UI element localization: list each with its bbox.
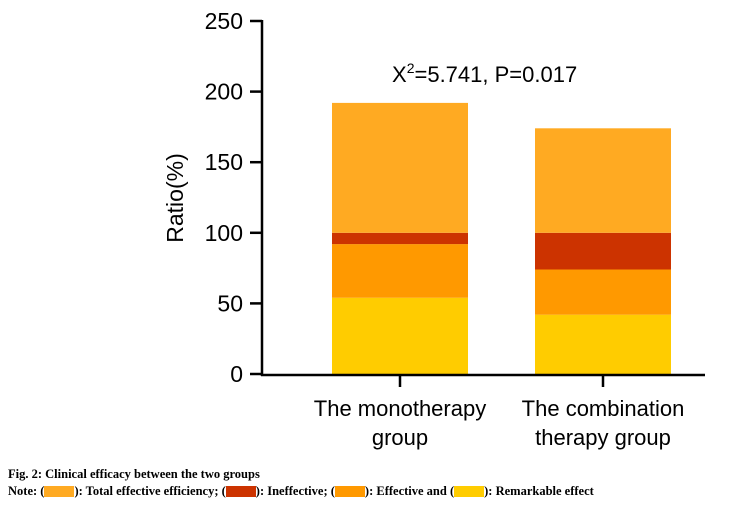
- figure-caption-title: Fig. 2: Clinical efficacy between the tw…: [8, 467, 260, 481]
- y-tick-label-150: 150: [205, 149, 243, 175]
- legend-swatch-total: [44, 486, 75, 497]
- bar-effective-group-2: [535, 269, 671, 315]
- bar-total-effective-efficiency-group-1: [332, 102, 468, 233]
- annotation-prefix: X: [392, 62, 407, 87]
- legend-label-ineffective: ): Ineffective; (: [255, 484, 335, 498]
- bar-remarkable-effect-group-2: [535, 314, 671, 374]
- bar-remarkable-effect-group-1: [332, 297, 468, 374]
- y-tick-label-0: 0: [230, 361, 243, 387]
- legend-label-effective: ): Effective and (: [364, 484, 455, 498]
- x-tick-label-2-line-2: therapy group: [535, 425, 671, 450]
- y-ticks: 0 50 100 150 200 250: [205, 8, 262, 387]
- annotation-superscript: 2: [407, 60, 415, 76]
- legend-label-remarkable: ): Remarkable effect: [484, 484, 594, 498]
- y-tick-label-50: 50: [217, 290, 243, 316]
- axes-layer: [260, 20, 705, 377]
- bar-total-effective-efficiency-group-2: [535, 128, 671, 233]
- bar-effective-group-1: [332, 244, 468, 298]
- bar-ineffective-group-1: [332, 232, 468, 245]
- chi-square-annotation: X2=5.741, P=0.017: [392, 60, 577, 87]
- figure-caption-note: Note: ( ): Total effective efficiency; (…: [8, 484, 594, 499]
- y-axis-label: Ratio(%): [162, 153, 188, 242]
- y-tick-label-200: 200: [205, 79, 243, 105]
- x-tick-label-1-line-2: group: [372, 425, 428, 450]
- x-tick-label-2-line-1: The combination: [522, 396, 685, 421]
- legend-label-total: ): Total effective efficiency; (: [74, 484, 226, 498]
- y-tick-label-100: 100: [205, 220, 243, 246]
- bars-layer: [332, 102, 671, 374]
- note-prefix: Note: (: [8, 484, 45, 498]
- y-tick-label-250: 250: [205, 8, 243, 34]
- legend-swatch-remarkable: [454, 486, 485, 497]
- annotation-text: =5.741, P=0.017: [414, 62, 577, 87]
- bar-ineffective-group-2: [535, 232, 671, 270]
- legend-swatch-effective: [334, 486, 365, 497]
- legend-swatch-ineffective: [225, 486, 256, 497]
- x-ticks: The monotherapy group The combination thera…: [314, 375, 685, 450]
- x-tick-label-1-line-1: The monotherapy: [314, 396, 486, 421]
